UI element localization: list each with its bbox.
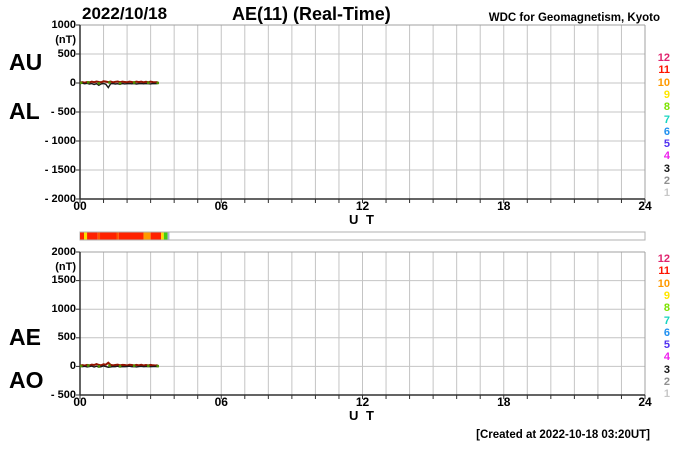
station-number-8: 8 — [663, 101, 670, 114]
colorbar-segment — [150, 232, 162, 240]
y-tick-label: 0 — [69, 359, 76, 372]
colorbar-segment — [97, 232, 101, 240]
x-tick-label: 24 — [638, 199, 652, 213]
trace-dot-station-flecks — [97, 365, 101, 368]
x-axis-label: U T — [349, 408, 376, 423]
trace-dot-station-flecks — [156, 81, 159, 85]
station-number-9: 9 — [663, 88, 670, 101]
station-number-7: 7 — [663, 314, 670, 327]
station-number-10: 10 — [657, 277, 670, 290]
colorbar-segment — [100, 232, 117, 240]
created-timestamp: [Created at 2022-10-18 03:20UT] — [476, 429, 650, 441]
x-tick-label: 24 — [638, 395, 652, 409]
station-number-1: 1 — [663, 187, 670, 200]
trace-dot-station-flecks — [147, 364, 150, 368]
station-number-12: 12 — [657, 253, 670, 265]
colorbar-segment — [84, 232, 88, 240]
station-number-8: 8 — [663, 302, 670, 315]
colorbar-segment — [163, 232, 168, 240]
y-tick-label: - 1500 — [44, 163, 76, 176]
station-number-5: 5 — [663, 339, 670, 352]
index-label-ae: AE — [9, 324, 41, 350]
y-tick-label: 1000 — [51, 18, 76, 31]
colorbar-segment — [87, 232, 98, 240]
trace-dot-station-flecks — [132, 81, 136, 84]
x-tick-label: 18 — [497, 395, 511, 409]
y-tick-label: - 500 — [50, 388, 76, 401]
station-number-1: 1 — [663, 388, 670, 401]
organization-label: WDC for Geomagnetism, Kyoto — [488, 12, 660, 24]
station-number-2: 2 — [663, 376, 670, 388]
trace-dot-station-flecks — [108, 364, 111, 367]
y-axis-unit: (nT) — [55, 34, 76, 46]
y-tick-label: 2000 — [51, 245, 76, 258]
colorbar-segment — [80, 232, 85, 240]
station-number-6: 6 — [663, 326, 670, 339]
y-tick-label: - 500 — [50, 105, 76, 118]
x-tick-label: 00 — [73, 395, 87, 409]
index-label-au: AU — [9, 49, 43, 75]
y-tick-label: 1500 — [51, 274, 76, 287]
station-number-12: 12 — [657, 52, 670, 64]
colorbar-segment — [118, 232, 144, 240]
x-tick-label: 06 — [214, 395, 228, 409]
station-number-11: 11 — [658, 265, 670, 278]
index-label-ao: AO — [9, 367, 44, 393]
station-number-3: 3 — [663, 162, 670, 175]
y-axis-unit: (nT) — [55, 261, 76, 273]
trace-dot-station-flecks — [79, 364, 83, 368]
colorbar-segment — [116, 232, 119, 240]
trace-dot-station-flecks — [118, 82, 122, 85]
trace-dot-station-flecks — [79, 81, 83, 85]
trace-AU — [79, 80, 158, 84]
plot-date: 2022/10/18 — [82, 4, 168, 23]
colorbar-segment — [143, 232, 151, 240]
index-label-al: AL — [9, 98, 40, 124]
y-tick-label: - 2000 — [44, 192, 76, 205]
x-axis-label: U T — [349, 212, 376, 227]
trace-dot-station-flecks — [87, 81, 90, 84]
panel-0 — [76, 24, 646, 203]
trace-dot-station-flecks — [108, 81, 111, 84]
colorbar-segment — [167, 232, 170, 240]
trace-dot-station-flecks — [156, 364, 159, 368]
y-tick-label: 0 — [69, 76, 76, 89]
station-number-3: 3 — [663, 363, 670, 376]
station-number-9: 9 — [663, 289, 670, 302]
trace-dot-station-flecks — [147, 81, 150, 84]
station-number-5: 5 — [663, 138, 670, 151]
station-number-7: 7 — [663, 113, 670, 126]
trace-dot-station-flecks — [87, 364, 90, 367]
station-number-2: 2 — [663, 175, 670, 187]
station-number-6: 6 — [663, 125, 670, 138]
station-number-4: 4 — [663, 351, 670, 364]
colorbar-segment — [161, 232, 164, 240]
x-tick-label: 12 — [355, 199, 370, 213]
plot-title: AE(11) (Real-Time) — [232, 4, 391, 24]
trace-dot-station-flecks — [97, 82, 101, 85]
quality-colorbar — [79, 231, 646, 241]
y-tick-label: 1000 — [51, 302, 76, 315]
x-tick-label: 00 — [73, 199, 87, 213]
x-tick-label: 12 — [355, 395, 370, 409]
x-tick-label: 06 — [214, 199, 228, 213]
x-tick-label: 18 — [497, 199, 511, 213]
y-tick-label: 500 — [57, 331, 76, 344]
y-tick-label: - 1000 — [44, 134, 76, 147]
station-number-11: 11 — [658, 64, 670, 77]
station-number-10: 10 — [657, 76, 670, 89]
y-tick-label: 500 — [57, 47, 76, 60]
station-number-4: 4 — [663, 150, 670, 163]
trace-dot-station-flecks — [118, 364, 122, 368]
trace-dot-station-flecks — [132, 364, 136, 368]
panel-1 — [76, 251, 646, 399]
